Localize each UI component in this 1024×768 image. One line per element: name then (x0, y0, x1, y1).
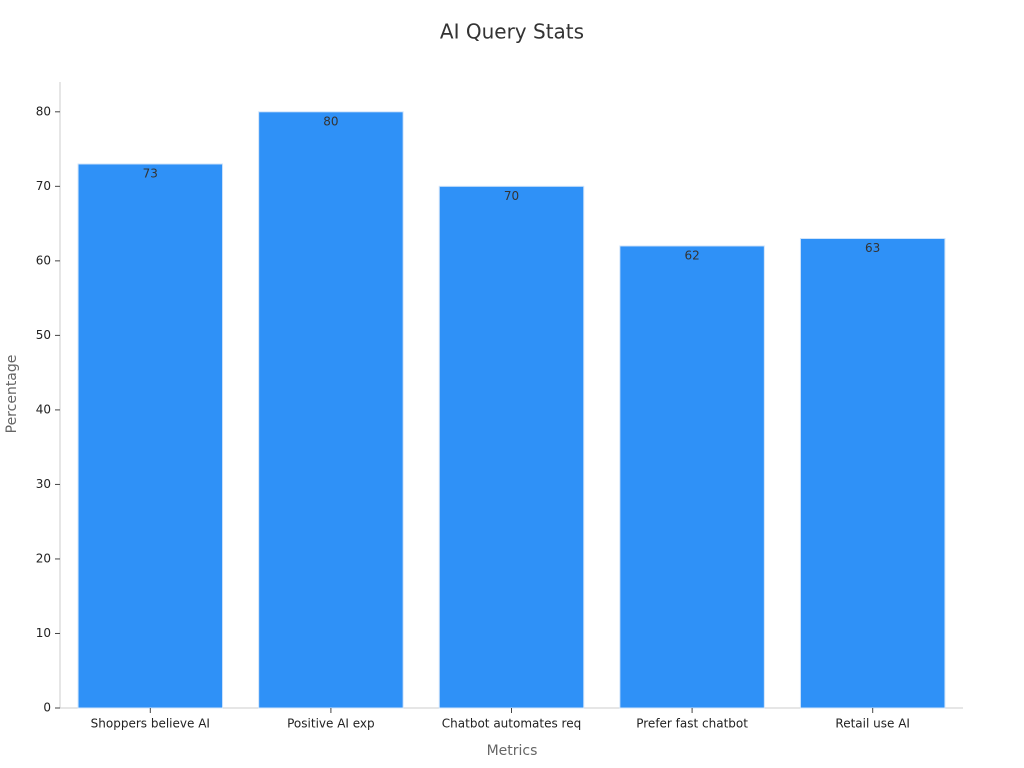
y-tick-label: 60 (36, 253, 51, 267)
y-tick-label: 40 (36, 402, 51, 416)
x-tick-label: Chatbot automates req (442, 717, 581, 731)
value-label: 80 (323, 114, 338, 128)
x-axis-label: Metrics (487, 743, 538, 759)
value-label: 70 (504, 189, 519, 203)
bar (77, 163, 224, 709)
x-tick-label: Positive AI exp (287, 717, 375, 731)
y-axis-label: Percentage (4, 355, 20, 434)
y-tick-label: 20 (36, 551, 51, 565)
y-tick-label: 0 (43, 701, 51, 715)
value-label: 62 (684, 248, 699, 262)
bar (799, 238, 946, 709)
x-tick-label: Shoppers believe AI (91, 717, 210, 731)
value-label: 73 (143, 166, 158, 180)
y-tick-label: 80 (36, 104, 51, 118)
bar (438, 185, 585, 709)
value-label: 63 (865, 241, 880, 255)
y-tick-label: 50 (36, 328, 51, 342)
x-tick-label: Prefer fast chatbot (636, 717, 748, 731)
x-tick-label: Retail use AI (835, 717, 910, 731)
chart-title: AI Query Stats (440, 20, 584, 44)
bar (258, 111, 404, 709)
y-tick-label: 30 (36, 477, 51, 491)
y-tick-label: 70 (36, 179, 51, 193)
y-tick-label: 10 (36, 626, 51, 640)
bar (619, 245, 765, 709)
